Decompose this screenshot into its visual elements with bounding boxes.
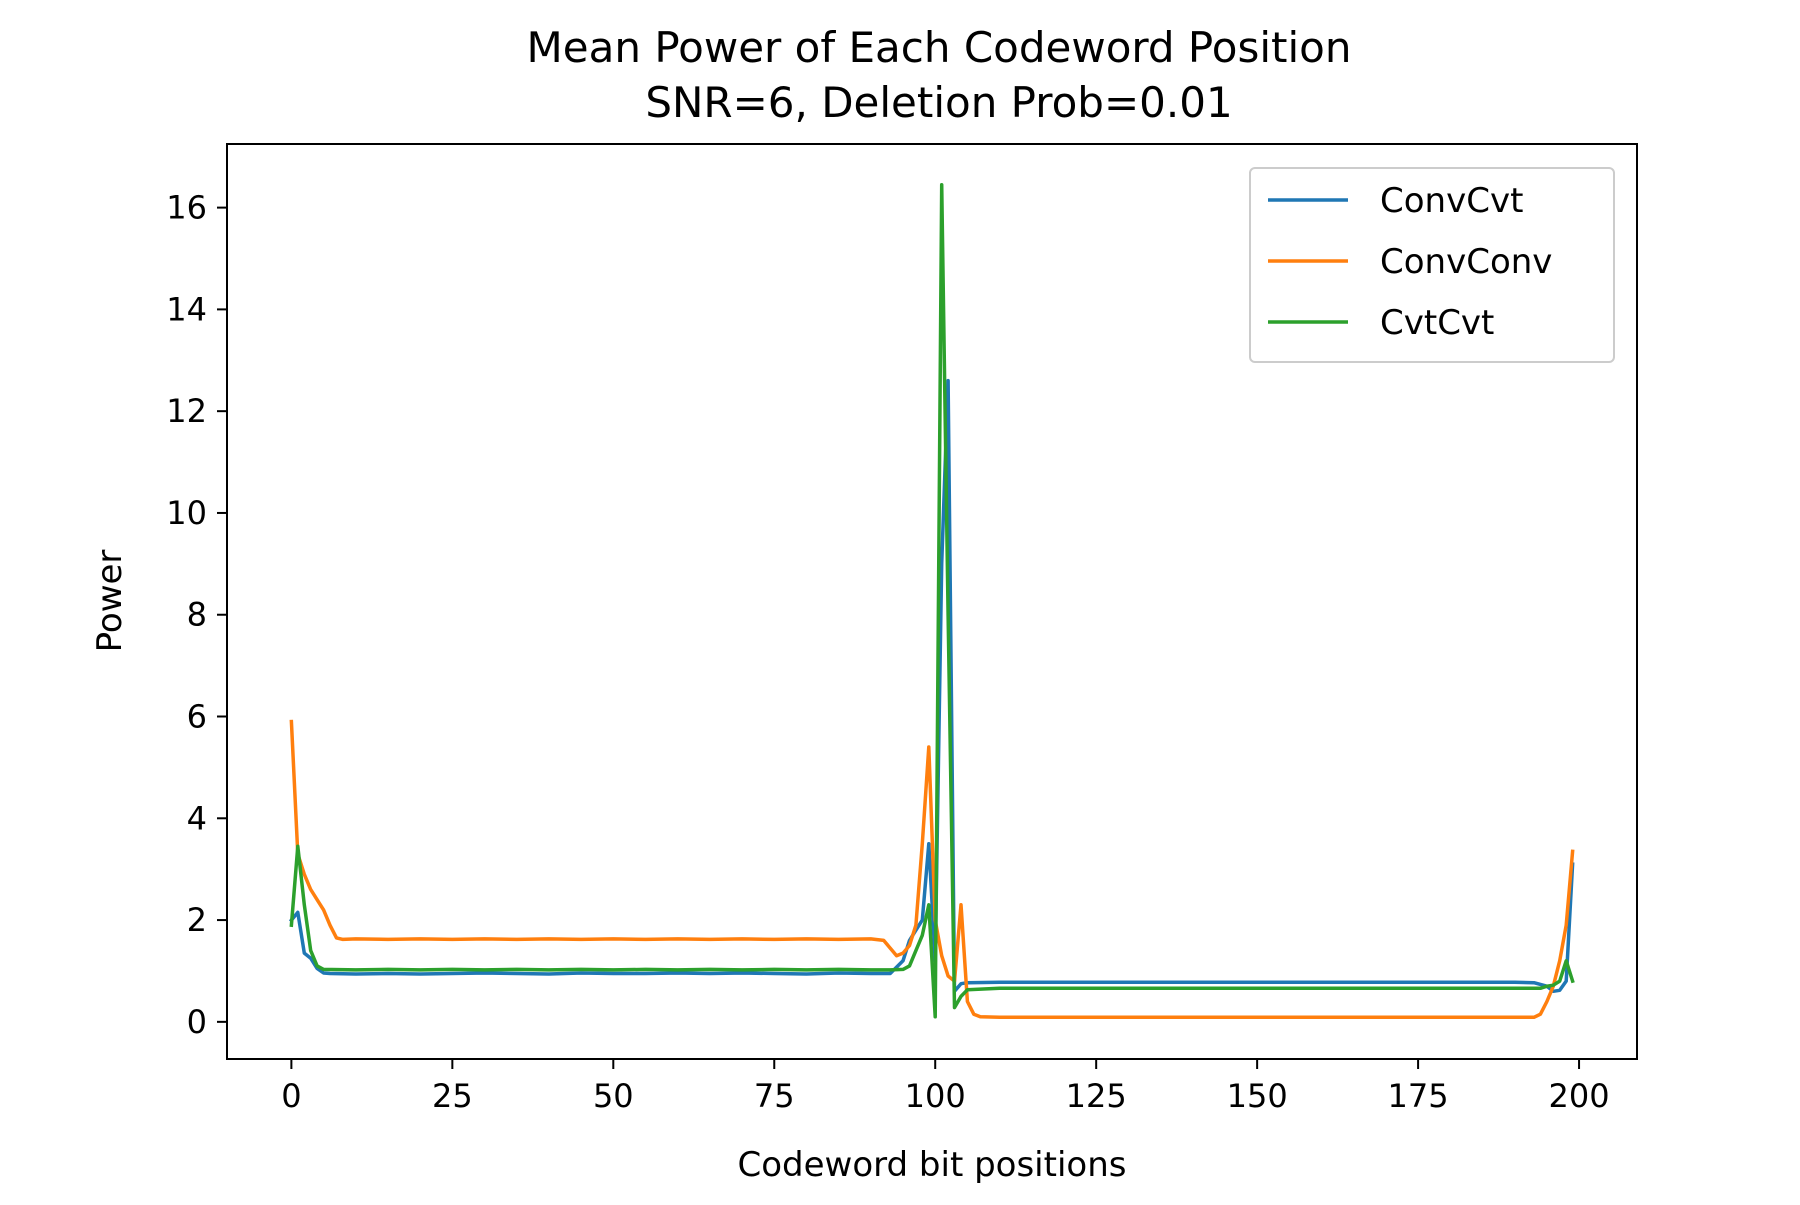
x-tick-label: 0 (281, 1077, 301, 1115)
legend-box (1249, 167, 1615, 363)
y-tick-label: 8 (187, 596, 207, 634)
plot-lines (288, 182, 1575, 1020)
y-tick-label: 4 (187, 799, 207, 837)
x-tick-label: 100 (905, 1077, 966, 1115)
x-tick-label: 50 (593, 1077, 634, 1115)
y-axis-label: Power (90, 550, 130, 653)
y-tick-label: 16 (166, 189, 207, 227)
x-tick-label: 150 (1227, 1077, 1288, 1115)
legend-label-cvtcvt: CvtCvt (1380, 303, 1494, 343)
y-tick-label: 12 (166, 392, 207, 430)
x-tick-label: 125 (1066, 1077, 1127, 1115)
y-tick-label: 10 (166, 494, 207, 532)
y-tick-label: 6 (187, 698, 207, 736)
x-tick-label: 75 (754, 1077, 795, 1115)
y-tick-label: 2 (187, 901, 207, 939)
x-axis-label: Codeword bit positions (738, 1145, 1127, 1185)
x-tick-label: 175 (1388, 1077, 1449, 1115)
x-tick-label: 200 (1549, 1077, 1610, 1115)
legend-label-convconv: ConvConv (1380, 242, 1552, 282)
chart-title: Mean Power of Each Codeword Position (527, 23, 1352, 72)
axis-ticks: 0 25 50 75 100 125 150 175 200 0 2 4 6 8 10 12 14 16 (166, 189, 1609, 1115)
chart-subtitle: SNR=6, Deletion Prob=0.01 (645, 78, 1232, 127)
series-line-convcvt (288, 378, 1575, 994)
series-line-cvtcvt (289, 182, 1575, 1019)
y-tick-label: 0 (187, 1003, 207, 1041)
plot-area-frame (226, 143, 1638, 1060)
series-line-convconv (289, 719, 1575, 1020)
x-tick-label: 25 (432, 1077, 473, 1115)
legend: ConvCvt ConvConv CvtCvt (1249, 167, 1615, 363)
y-tick-label: 14 (166, 290, 207, 328)
legend-label-convcvt: ConvCvt (1380, 181, 1523, 221)
